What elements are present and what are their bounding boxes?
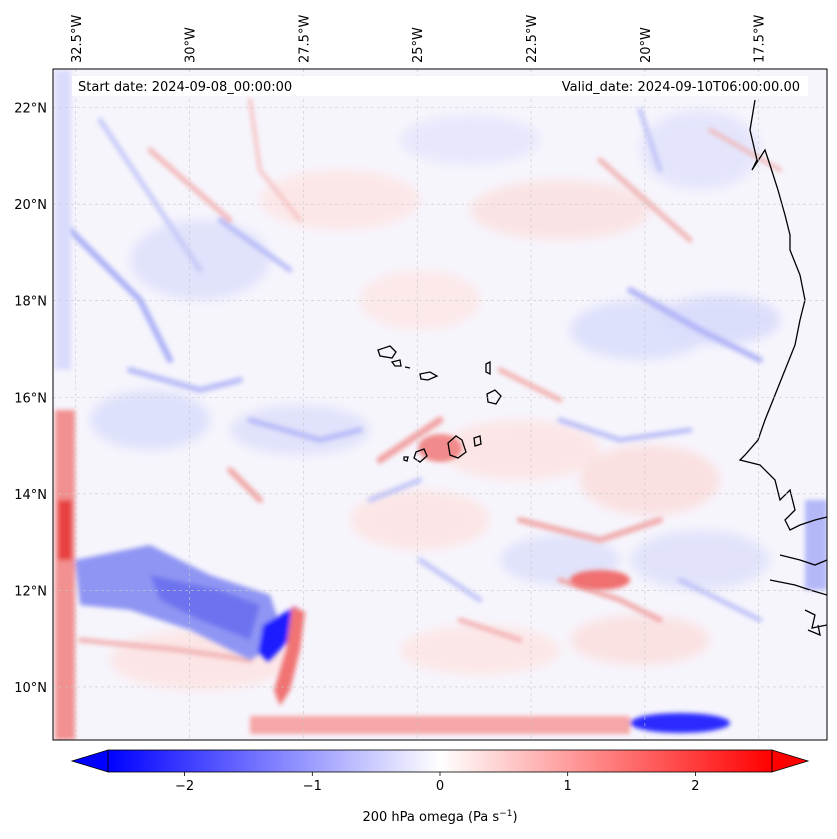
- colorbar-tick-label: −2: [175, 779, 194, 794]
- header-background: [72, 76, 808, 96]
- lat-tick-label: 18°N: [14, 295, 47, 310]
- colorbar-tick-label: −1: [303, 779, 322, 794]
- colorbar-ticks: −2 −1 0 1 2: [175, 772, 700, 794]
- colorbar: −2 −1 0 1 2 200 hPa omega (Pa s−1): [70, 749, 810, 825]
- latitude-labels: 22°N 20°N 18°N 16°N 14°N 12°N 10°N: [14, 102, 47, 696]
- lat-tick-label: 20°N: [14, 198, 47, 213]
- colorbar-extend-max: [771, 749, 810, 773]
- lon-tick-label: 17.5°W: [753, 15, 768, 63]
- longitude-labels: 32.5°W 30°W 27.5°W 25°W 22.5°W 20°W 17.5°W: [70, 15, 768, 63]
- colorbar-tick-label: 1: [564, 779, 572, 794]
- lat-tick-label: 22°N: [14, 102, 47, 117]
- map-panel: Start date: 2024-09-08_00:00:00 Valid_da…: [52, 68, 828, 741]
- lon-tick-label: 32.5°W: [70, 15, 85, 63]
- lat-tick-label: 10°N: [14, 681, 47, 696]
- lat-tick-label: 12°N: [14, 584, 47, 599]
- lon-tick-label: 25°W: [411, 27, 426, 63]
- start-date-label: Start date: 2024-09-08_00:00:00: [78, 80, 292, 95]
- colorbar-extend-min: [70, 749, 109, 773]
- valid-date-label: Valid_date: 2024-09-10T06:00:00.00: [562, 80, 800, 95]
- lon-tick-label: 30°W: [184, 27, 199, 63]
- map-border: [52, 68, 828, 741]
- colorbar-label: 200 hPa omega (Pa s−1): [362, 809, 517, 825]
- lon-tick-label: 20°W: [639, 27, 654, 63]
- lat-tick-label: 14°N: [14, 488, 47, 503]
- gridlines: [53, 69, 827, 740]
- lat-tick-label: 16°N: [14, 391, 47, 406]
- omega-field: [53, 69, 827, 740]
- cape-verde-islands: [377, 345, 502, 463]
- coastline: [738, 99, 827, 637]
- colorbar-tick-label: 2: [691, 779, 699, 794]
- lon-tick-label: 27.5°W: [297, 15, 312, 63]
- colorbar-body: [107, 749, 773, 773]
- colorbar-tick-label: 0: [436, 779, 444, 794]
- lon-tick-label: 22.5°W: [525, 15, 540, 63]
